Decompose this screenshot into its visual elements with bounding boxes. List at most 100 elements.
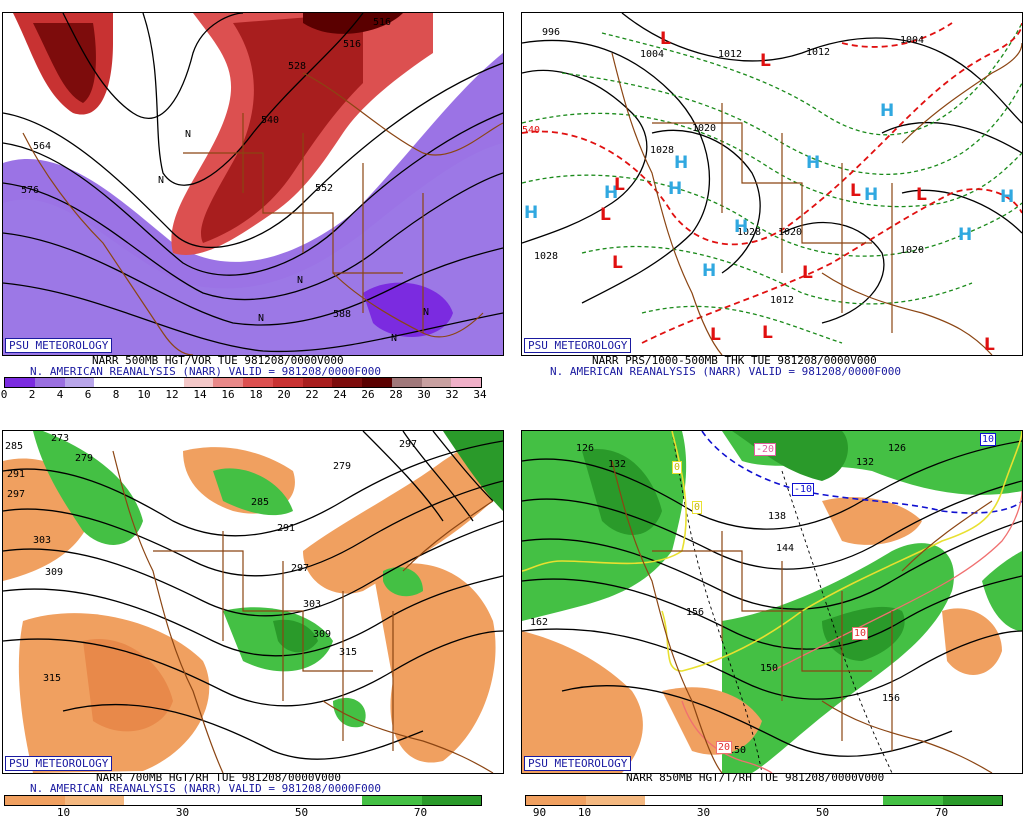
- caption-title: NARR 500MB HGT/VOR TUE 981208/0000V000: [92, 354, 344, 367]
- height-labels: 285 279 291 297 303 309 315 273 279 285 …: [3, 431, 503, 773]
- colorbar-tick-label: 10: [137, 388, 151, 401]
- contour-label: 162: [530, 617, 549, 628]
- temp-label: 0: [692, 501, 703, 514]
- colorbar-tick-label: 20: [277, 388, 291, 401]
- colorbar-swatch: [5, 796, 65, 805]
- colorbar-swatch: [64, 796, 124, 805]
- low-pressure-marker: L: [600, 205, 611, 225]
- colorbar-swatch: [421, 378, 452, 387]
- colorbar-swatch: [153, 378, 184, 387]
- colorbar-swatch: [34, 378, 65, 387]
- colorbar-tick-label: 10: [577, 806, 592, 819]
- contour-label: 564: [33, 141, 52, 152]
- low-pressure-marker: L: [710, 325, 721, 345]
- contour-label: 588: [333, 309, 352, 320]
- contour-label: 516: [343, 39, 362, 50]
- contour-label: 150: [760, 663, 779, 674]
- contour-label: 138: [768, 511, 787, 522]
- colorbar-tick-label: 50: [294, 806, 309, 819]
- colorbar-swatch: [332, 378, 362, 387]
- temp-label: -20: [754, 443, 777, 456]
- map-500mb-graphic: [3, 13, 503, 355]
- psu-meteorology-badge: PSU METEOROLOGY: [5, 756, 113, 771]
- high-pressure-marker: H: [668, 179, 683, 199]
- pressure-labels: 996 1004 1012 1012 1004 1020 1028 1028 1…: [522, 13, 1022, 355]
- high-pressure-marker: H: [604, 183, 619, 203]
- low-pressure-marker: L: [850, 181, 861, 201]
- low-pressure-marker: L: [760, 51, 771, 71]
- high-pressure-marker: H: [864, 185, 879, 205]
- contour-label: 279: [333, 461, 352, 472]
- high-markers: H H H H H H H H H H H: [522, 13, 1022, 355]
- colorbar-swatch: [94, 378, 124, 387]
- colorbar-tick-label: 24: [333, 388, 347, 401]
- colorbar-tick-label: 2: [28, 388, 36, 401]
- colorbar-rh: [525, 795, 1003, 806]
- temp-label: 20: [716, 741, 733, 754]
- vort-min-label: N: [158, 175, 165, 186]
- colorbar-swatch: [124, 378, 154, 387]
- isobar-label: 1012: [770, 295, 795, 306]
- colorbar-swatch: [391, 378, 422, 387]
- high-pressure-marker: H: [734, 217, 749, 237]
- vort-min-label: N: [297, 275, 304, 286]
- contour-label: 291: [7, 469, 26, 480]
- temp-label: -10: [792, 483, 815, 496]
- colorbar-swatch: [421, 796, 481, 805]
- contour-label: 291: [277, 523, 296, 534]
- map-pressure-graphic: [522, 13, 1022, 355]
- colorbar-swatch: [302, 378, 333, 387]
- caption-valid: N. AMERICAN REANALYSIS (NARR) VALID = 98…: [550, 365, 901, 378]
- colorbar-swatch: [362, 378, 392, 387]
- colorbar-tick-label: 28: [389, 388, 403, 401]
- colorbar-swatch: [243, 378, 273, 387]
- colorbar-swatch: [5, 378, 35, 387]
- contour-label: 150: [728, 745, 747, 756]
- colorbar-swatch: [183, 378, 214, 387]
- contour-label: 126: [576, 443, 595, 454]
- colorbar-tick-label: 0: [0, 388, 8, 401]
- colorbar-tick-label: 70: [413, 806, 428, 819]
- contour-label: 552: [315, 183, 334, 194]
- contour-label: 297: [291, 563, 310, 574]
- colorbar-swatch: [764, 796, 824, 805]
- colorbar-ticks: 10 30 50 70 90: [525, 807, 1001, 819]
- contour-label: 279: [75, 453, 94, 464]
- contour-label: 132: [608, 459, 627, 470]
- contour-label: 156: [686, 607, 705, 618]
- contour-label: 297: [7, 489, 26, 500]
- colorbar-tick-label: 10: [56, 806, 71, 819]
- colorbar-swatch: [272, 378, 303, 387]
- contour-label: 516: [373, 17, 392, 28]
- low-pressure-marker: L: [762, 323, 773, 343]
- isobar-label: 1004: [900, 35, 925, 46]
- colorbar-tick-label: 90: [532, 806, 547, 819]
- colorbar-tick-label: 6: [84, 388, 92, 401]
- colorbar-swatch: [183, 796, 243, 805]
- psu-meteorology-badge: PSU METEOROLOGY: [524, 756, 632, 771]
- map-700mb: PSU METEOROLOGY 285 279 291 297 303 309 …: [2, 430, 504, 774]
- colorbar-swatch: [704, 796, 764, 805]
- contour-label: 528: [288, 61, 307, 72]
- caption-title: NARR 850MB HGT/T/RH TUE 981208/0000V000: [626, 771, 885, 784]
- contour-label: 540: [261, 115, 280, 126]
- contour-label: 315: [43, 673, 62, 684]
- height-labels: 126 132 138 144 150 156 162 126 132 156 …: [522, 431, 1022, 773]
- contour-label: 126: [888, 443, 907, 454]
- low-pressure-marker: L: [916, 185, 927, 205]
- high-pressure-marker: H: [880, 101, 895, 121]
- colorbar-swatch: [243, 796, 303, 805]
- colorbar-tick-label: 34: [473, 388, 487, 401]
- colorbar-ticks: 0 2 4 6 8 10 12 14 16 18 20 22 24 26 28 30 32 34: [0, 388, 487, 401]
- colorbar-tick-label: 30: [696, 806, 711, 819]
- thickness-label: 540: [522, 125, 541, 136]
- colorbar-swatch: [213, 378, 243, 387]
- isobar-label: 1028: [737, 227, 762, 238]
- isobar-label: 1004: [640, 49, 665, 60]
- vort-min-label: N: [185, 129, 192, 140]
- colorbar-tick-label: 16: [221, 388, 235, 401]
- caption-title: NARR 700MB HGT/RH TUE 981208/0000V000: [96, 771, 342, 784]
- map-pressure-thickness: PSU METEOROLOGY 996 1004 1012 1012 1004 …: [521, 12, 1023, 356]
- contour-label: 309: [313, 629, 332, 640]
- contour-label: 285: [251, 497, 270, 508]
